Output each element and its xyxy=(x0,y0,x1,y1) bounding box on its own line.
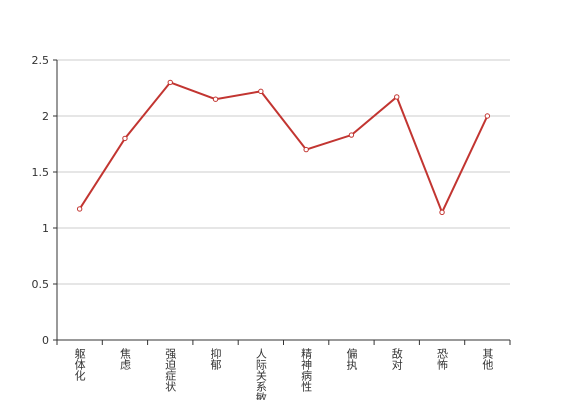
point xyxy=(258,88,264,95)
x-tick-label: 焦虑 xyxy=(118,348,131,370)
x-tick-label: 强迫症状 xyxy=(164,348,177,392)
x-tick-label: 恐怖 xyxy=(436,348,449,370)
point xyxy=(348,132,355,138)
point xyxy=(167,79,173,86)
line xyxy=(78,81,489,215)
y-tick-label: 1.5 xyxy=(32,166,50,179)
point xyxy=(76,206,83,212)
y-tick-label: 0.5 xyxy=(32,278,50,291)
y-tick-label: 1 xyxy=(42,222,49,235)
point xyxy=(439,209,445,216)
y-tick-label: 2.5 xyxy=(32,54,50,67)
x-tick-label: 偏执 xyxy=(345,347,358,371)
x-tick-label: 敌对 xyxy=(390,347,403,370)
point xyxy=(303,146,309,153)
x-tick-label: 其他 xyxy=(481,348,494,370)
y-tick-label: 0 xyxy=(42,334,49,347)
point xyxy=(484,113,491,119)
point xyxy=(394,94,400,100)
point xyxy=(212,96,219,102)
x-tick-label: 躯体化 xyxy=(73,348,86,382)
x-tick-label: 抑郁 xyxy=(209,347,222,370)
x-tick-label: 人际关系敏感 xyxy=(254,348,267,400)
y-tick-label: 2 xyxy=(42,110,49,123)
x-tick-label: 精神病性 xyxy=(300,348,313,393)
point xyxy=(122,135,128,142)
